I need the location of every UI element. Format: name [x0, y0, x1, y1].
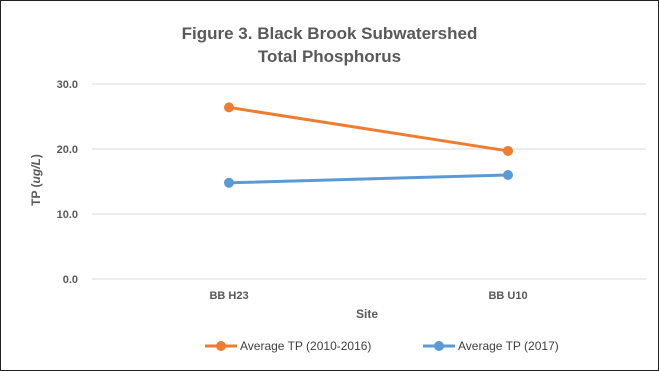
data-point [224, 102, 234, 113]
series-line-2 [227, 173, 510, 185]
series-group [224, 102, 513, 188]
y-axis-title-unit: ug/L [29, 158, 43, 183]
y-tick-labels: 0.0 10.0 20.0 30.0 [57, 79, 78, 286]
legend: Average TP (2010-2016) Average TP (2017) [205, 339, 559, 353]
y-axis-title-suffix: ) [29, 154, 43, 158]
legend-label: Average TP (2010-2016) [240, 339, 371, 353]
y-axis-title: TP (ug/L) [29, 154, 43, 206]
y-tick-label: 20.0 [57, 144, 78, 156]
x-tick-labels: BB H23 BB U10 [209, 290, 527, 302]
legend-marker [216, 341, 226, 351]
chart-title-line1: Figure 3. Black Brook Subwatershed [181, 24, 478, 43]
chart-title-line2: Total Phosphorus [257, 47, 402, 66]
x-tick-label: BB H23 [209, 290, 248, 302]
gridlines [92, 83, 646, 280]
legend-label: Average TP (2017) [458, 339, 559, 353]
legend-marker [434, 341, 444, 351]
chart-title: Figure 3. Black Brook Subwatershed Total… [0, 22, 659, 68]
data-point [503, 145, 513, 156]
x-axis-title: Site [356, 307, 378, 321]
y-axis-title-prefix: TP ( [29, 183, 43, 205]
x-tick-label: BB U10 [488, 290, 527, 302]
data-point [224, 177, 234, 188]
data-point [503, 170, 513, 180]
y-tick-label: 10.0 [57, 209, 78, 221]
y-tick-label: 0.0 [63, 274, 78, 286]
series-line-1 [227, 105, 510, 153]
y-tick-label: 30.0 [57, 79, 78, 91]
